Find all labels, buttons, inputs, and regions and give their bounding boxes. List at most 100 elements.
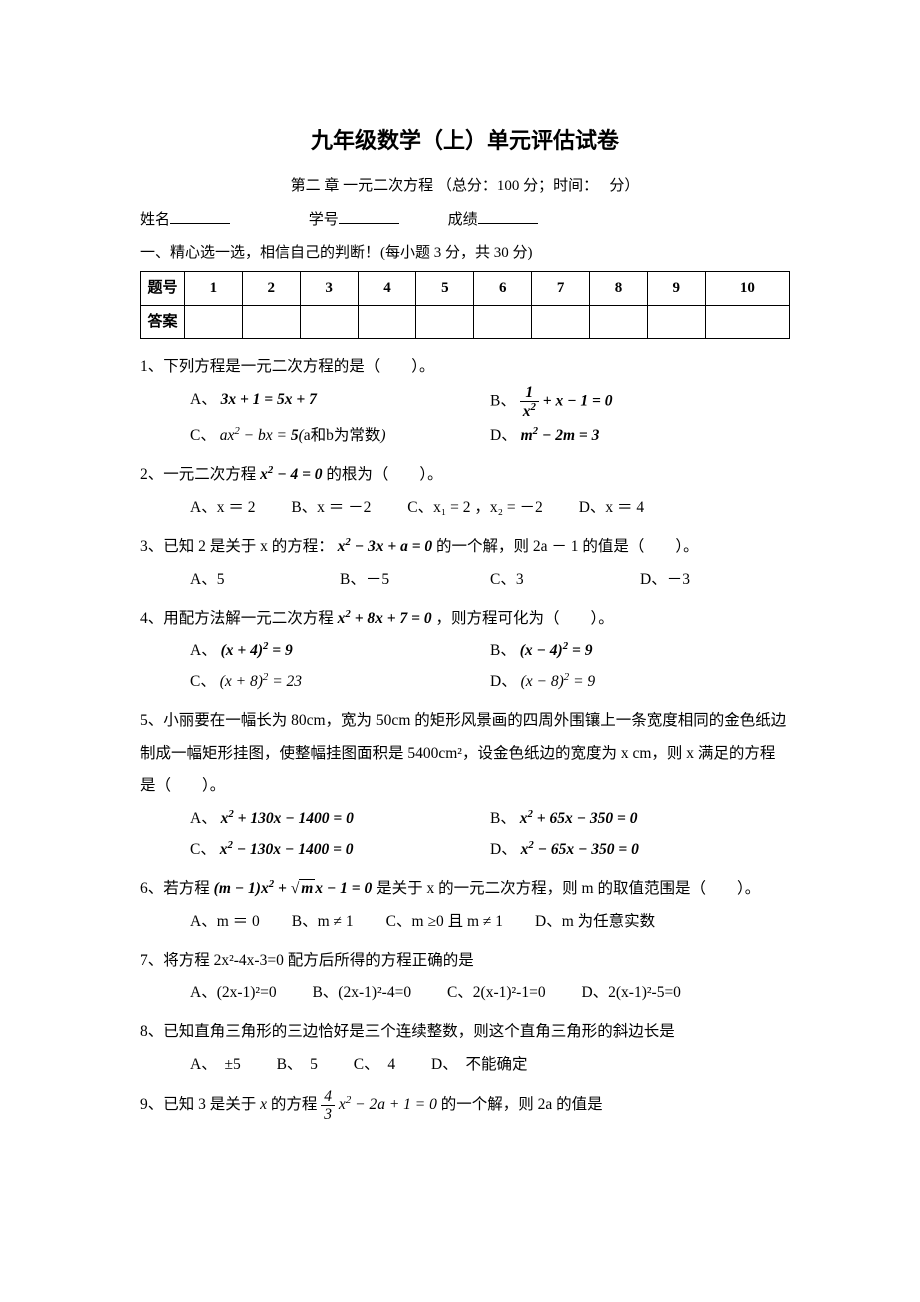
q1-opt-c: C、 ax2 − bx = 5(a和b为常数) bbox=[190, 420, 490, 451]
q3-stem: 3、已知 2 是关于 x 的方程： x2 − 3x + a = 0 的一个解，则… bbox=[140, 531, 790, 564]
q8-opt-a: A、 ±5 bbox=[190, 1049, 241, 1080]
q7-opt-c: C、2(x-1)²-1=0 bbox=[447, 977, 546, 1008]
answer-cell bbox=[532, 305, 590, 339]
answer-cell bbox=[358, 305, 416, 339]
q2-math: x2 − 4 = 0 bbox=[260, 466, 322, 483]
question-9: 9、已知 3 是关于 x 的方程 43 x2 − 2a + 1 = 0 的一个解… bbox=[140, 1088, 790, 1123]
table-row: 题号 1 2 3 4 5 6 7 8 9 10 bbox=[141, 272, 790, 306]
q3-opt-b: B、－5 bbox=[340, 564, 490, 595]
q4-opt-c: C、 (x + 8)2 = 23 bbox=[190, 666, 490, 697]
q6-opt-d: D、m 为任意实数 bbox=[535, 906, 655, 937]
q2-opt-a: A、x ＝ 2 bbox=[190, 492, 255, 523]
q5-opt-c: C、 x2 − 130x − 1400 = 0 bbox=[190, 834, 490, 865]
opt-label: D、 bbox=[490, 841, 517, 858]
q8-opt-d: D、 不能确定 bbox=[431, 1049, 527, 1080]
q3-stem-b: 的一个解，则 2a － 1 的值是（ ）。 bbox=[436, 538, 699, 555]
col-num: 10 bbox=[705, 272, 789, 306]
q6-math: (m − 1)x2 + √mx − 1 = 0 bbox=[214, 880, 373, 897]
score-blank bbox=[478, 209, 538, 224]
q7-stem: 7、将方程 2x²-4x-3=0 配方后所得的方程正确的是 bbox=[140, 945, 790, 978]
q1-opt-b: B、 1x2 + x − 1 = 0 bbox=[490, 384, 790, 420]
col-num: 4 bbox=[358, 272, 416, 306]
opt-math: ax2 − bx = 5(a和b为常数) bbox=[220, 427, 386, 444]
answer-cell bbox=[705, 305, 789, 339]
opt-math: x2 + 130x − 1400 = 0 bbox=[221, 810, 354, 827]
opt-label: B、 bbox=[490, 642, 516, 659]
q8-stem: 8、已知直角三角形的三边恰好是三个连续整数，则这个直角三角形的斜边长是 bbox=[140, 1016, 790, 1049]
opt-math: x2 − 65x − 350 = 0 bbox=[521, 841, 639, 858]
question-8: 8、已知直角三角形的三边恰好是三个连续整数，则这个直角三角形的斜边长是 A、 ±… bbox=[140, 1016, 790, 1080]
opt-label: C、 bbox=[190, 427, 216, 444]
answer-cell bbox=[590, 305, 648, 339]
frac-num: 1 bbox=[520, 384, 539, 402]
col-num: 3 bbox=[300, 272, 358, 306]
answer-cell bbox=[185, 305, 243, 339]
row1-label: 题号 bbox=[141, 272, 185, 306]
question-3: 3、已知 2 是关于 x 的方程： x2 − 3x + a = 0 的一个解，则… bbox=[140, 531, 790, 595]
name-blank bbox=[170, 209, 230, 224]
question-2: 2、一元二次方程 x2 − 4 = 0 的根为（ ）。 A、x ＝ 2 B、x … bbox=[140, 459, 790, 523]
opt-label: D、 bbox=[490, 673, 517, 690]
opt-label: D、 bbox=[490, 427, 517, 444]
q2-opt-c: C、x₁ = 2 ，x₂ = －2 bbox=[407, 492, 543, 523]
student-info: 姓名 学号 成绩 bbox=[140, 206, 790, 235]
number-label: 学号 bbox=[309, 212, 339, 228]
score-label: 成绩 bbox=[448, 212, 478, 228]
question-6: 6、若方程 (m − 1)x2 + √mx − 1 = 0 是关于 x 的一元二… bbox=[140, 873, 790, 937]
q7-opt-b: B、(2x-1)²-4=0 bbox=[312, 977, 411, 1008]
total-score: 100 bbox=[497, 178, 520, 194]
q2-opt-b: B、x ＝ －2 bbox=[291, 492, 371, 523]
q3-stem-a: 3、已知 2 是关于 x 的方程： bbox=[140, 538, 334, 555]
q4-opt-b: B、 (x − 4)2 = 9 bbox=[490, 635, 790, 666]
question-5: 5、小丽要在一幅长为 80cm，宽为 50cm 的矩形风景画的四周外围镶上一条宽… bbox=[140, 705, 790, 865]
q9-stem-b: 的方程 bbox=[267, 1096, 317, 1113]
col-num: 1 bbox=[185, 272, 243, 306]
subtitle-prefix: 第二 章 一元二次方程 （总分： bbox=[291, 178, 497, 194]
q9-x: x bbox=[260, 1096, 267, 1113]
q3-math: x2 − 3x + a = 0 bbox=[338, 538, 433, 555]
col-num: 2 bbox=[242, 272, 300, 306]
opt-math: (x + 4)2 = 9 bbox=[221, 642, 293, 659]
q3-opt-c: C、3 bbox=[490, 564, 640, 595]
col-num: 7 bbox=[532, 272, 590, 306]
q6-stem: 6、若方程 (m − 1)x2 + √mx − 1 = 0 是关于 x 的一元二… bbox=[140, 873, 790, 906]
q5-opt-d: D、 x2 − 65x − 350 = 0 bbox=[490, 834, 790, 865]
opt-label: A、 bbox=[190, 391, 217, 408]
table-row: 答案 bbox=[141, 305, 790, 339]
subtitle-mid: 分；时间： bbox=[519, 178, 590, 194]
opt-label: C、 bbox=[190, 673, 216, 690]
frac-den: 3 bbox=[321, 1106, 335, 1123]
q3-opt-a: A、5 bbox=[190, 564, 340, 595]
opt-math: x2 − 130x − 1400 = 0 bbox=[220, 841, 354, 858]
q2-stem-b: 的根为（ ）。 bbox=[326, 466, 442, 483]
q4-stem-b: ，则方程可化为（ ）。 bbox=[435, 610, 613, 627]
number-blank bbox=[339, 209, 399, 224]
q3-opt-d: D、－3 bbox=[640, 564, 790, 595]
page-title: 九年级数学（上）单元评估试卷 bbox=[140, 120, 790, 162]
row2-label: 答案 bbox=[141, 305, 185, 339]
col-num: 5 bbox=[416, 272, 474, 306]
opt-label: B、 bbox=[490, 393, 516, 410]
q2-stem-a: 2、一元二次方程 bbox=[140, 466, 256, 483]
q6-opt-a: A、m ＝ 0 bbox=[190, 906, 260, 937]
q4-stem: 4、用配方法解一元二次方程 x2 + 8x + 7 = 0 ，则方程可化为（ ）… bbox=[140, 603, 790, 636]
col-num: 8 bbox=[590, 272, 648, 306]
q4-opt-d: D、 (x − 8)2 = 9 bbox=[490, 666, 790, 697]
opt-math-tail: + x − 1 = 0 bbox=[543, 393, 613, 410]
question-1: 1、下列方程是一元二次方程的是（ ）。 A、 3x + 1 = 5x + 7 B… bbox=[140, 351, 790, 451]
opt-label: C、 bbox=[190, 841, 216, 858]
q9-stem-a: 9、已知 3 是关于 bbox=[140, 1096, 260, 1113]
q4-stem-a: 4、用配方法解一元二次方程 bbox=[140, 610, 334, 627]
subtitle-suffix: 分） bbox=[606, 178, 640, 194]
opt-math: (x − 4)2 = 9 bbox=[520, 642, 593, 659]
opt-math: m2 − 2m = 3 bbox=[521, 427, 600, 444]
q8-opt-b: B、 5 bbox=[277, 1049, 318, 1080]
q9-stem-c: 的一个解，则 2a 的值是 bbox=[441, 1096, 603, 1113]
question-7: 7、将方程 2x²-4x-3=0 配方后所得的方程正确的是 A、(2x-1)²=… bbox=[140, 945, 790, 1009]
q5-stem: 5、小丽要在一幅长为 80cm，宽为 50cm 的矩形风景画的四周外围镶上一条宽… bbox=[140, 705, 790, 803]
opt-label: B、 bbox=[490, 810, 516, 827]
section-1-header: 一、精心选一选，相信自己的判断！(每小题 3 分，共 30 分) bbox=[140, 239, 790, 268]
answer-cell bbox=[416, 305, 474, 339]
answer-cell bbox=[242, 305, 300, 339]
col-num: 9 bbox=[647, 272, 705, 306]
